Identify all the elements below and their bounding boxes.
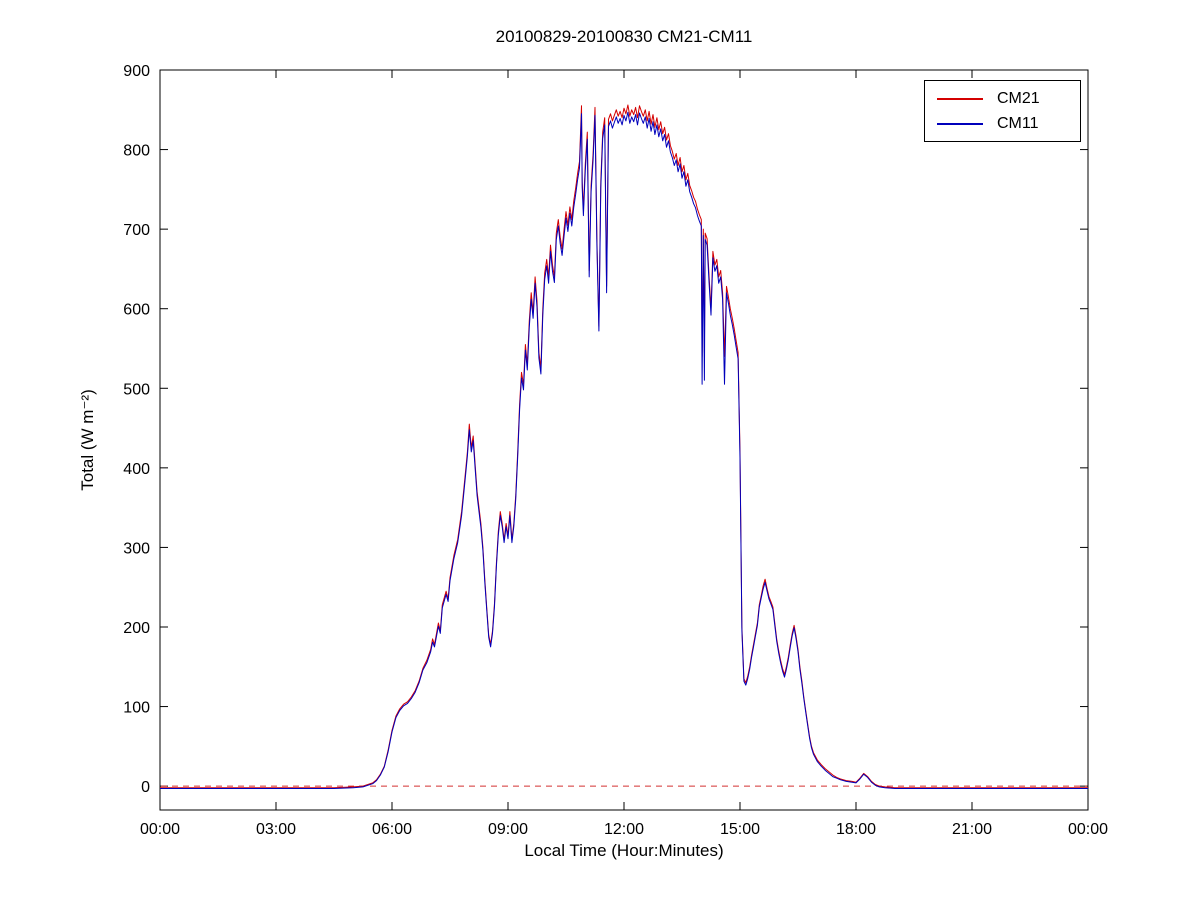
x-tick-label: 03:00 [256, 821, 296, 838]
x-tick-label: 06:00 [372, 821, 412, 838]
legend-label-cm11: CM11 [997, 114, 1039, 132]
x-tick-label: 18:00 [836, 821, 876, 838]
legend-item-cm11: CM11 [925, 111, 1080, 136]
y-tick-label: 100 [123, 700, 150, 717]
y-tick-label: 700 [123, 222, 150, 239]
y-tick-label: 300 [123, 540, 150, 557]
legend-item-cm21: CM21 [925, 86, 1080, 111]
x-axis-label: Local Time (Hour:Minutes) [524, 841, 724, 860]
chart-title: 20100829-20100830 CM21-CM11 [495, 27, 753, 46]
x-tick-label: 21:00 [952, 821, 992, 838]
legend-line-sample-cm11 [937, 122, 983, 125]
legend-line-sample-cm21 [937, 97, 983, 100]
x-tick-label: 15:00 [720, 821, 760, 838]
legend-label-cm21: CM21 [997, 89, 1040, 107]
legend: CM21 CM11 [924, 80, 1081, 142]
y-tick-label: 800 [123, 143, 150, 160]
x-tick-label: 09:00 [488, 821, 528, 838]
y-tick-label: 500 [123, 381, 150, 398]
y-tick-label: 200 [123, 620, 150, 637]
x-tick-label: 00:00 [1068, 821, 1108, 838]
y-tick-label: 0 [141, 779, 150, 796]
y-tick-label: 400 [123, 461, 150, 478]
y-tick-label: 600 [123, 302, 150, 319]
y-axis-label: Total (W m⁻²) [78, 389, 97, 491]
x-tick-label: 12:00 [604, 821, 644, 838]
y-tick-label: 900 [123, 63, 150, 80]
x-tick-label: 00:00 [140, 821, 180, 838]
axes-box [159, 69, 1089, 811]
series-line-cm11 [160, 111, 1088, 789]
